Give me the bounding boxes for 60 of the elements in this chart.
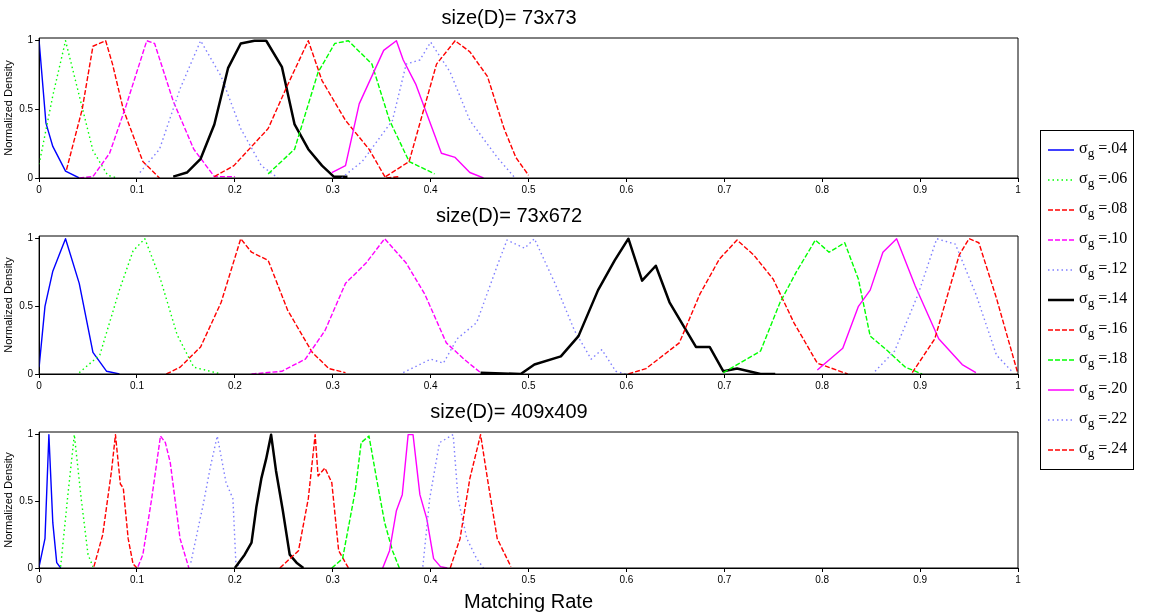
x-tick-label: 0.8: [815, 183, 830, 195]
x-tick-label: 0.5: [521, 379, 536, 391]
x-tick-label: 0.3: [325, 379, 341, 391]
x-tick-label: 0.9: [913, 183, 928, 195]
x-tick-label: 0.8: [815, 379, 830, 391]
x-tick-label: 0.4: [423, 379, 439, 391]
x-tick-label: 0.3: [325, 573, 341, 585]
chart-title: size(D)= 73x672: [435, 203, 583, 226]
y-tick-label: 1: [27, 428, 34, 440]
x-tick-label: 0.7: [717, 573, 732, 585]
y-tick-label: 0: [27, 367, 34, 379]
x-tick-label: 0.3: [325, 183, 341, 195]
legend-label: σ$_{g}$ =.04: [1079, 138, 1128, 162]
x-tick-label: 1: [1015, 573, 1022, 585]
x-tick-label: 0.6: [619, 573, 634, 585]
x-tick-label: 0.1: [130, 183, 145, 195]
x-tick-label: 0: [36, 379, 43, 391]
legend-label: σ$_{g}$ =.18: [1079, 348, 1128, 372]
x-tick-label: 0.9: [913, 573, 928, 585]
chart-title: size(D)= 73x73: [441, 5, 577, 28]
x-tick-label: 0.6: [619, 379, 634, 391]
legend-label: σ$_{g}$ =.16: [1079, 318, 1128, 342]
x-tick-label: 0.7: [717, 183, 732, 195]
y-tick-label: 0.5: [19, 495, 34, 507]
x-tick-label: 1: [1015, 379, 1022, 391]
legend-label: σ$_{g}$ =.14: [1079, 288, 1128, 312]
x-tick-label: 0.5: [521, 183, 536, 195]
y-axis-title: Normalized Density: [1, 256, 14, 353]
legend-label: σ$_{g}$ =.12: [1079, 258, 1128, 282]
x-tick-label: 0.9: [913, 379, 928, 391]
x-tick-label: 0.8: [815, 573, 830, 585]
x-tick-label: 0: [36, 183, 43, 195]
x-tick-label: 0.4: [423, 573, 439, 585]
legend-label: σ$_{g}$ =.08: [1079, 198, 1128, 222]
x-tick-label: 0.1: [130, 573, 145, 585]
x-tick-label: 0.2: [227, 183, 243, 195]
y-tick-label: 0: [27, 171, 34, 183]
legend-label: σ$_{g}$ =.06: [1079, 168, 1128, 192]
y-tick-label: 0.5: [19, 300, 34, 312]
x-tick-label: 0.5: [521, 573, 536, 585]
x-tick-label: 0.2: [227, 573, 243, 585]
x-tick-label: 0: [36, 573, 43, 585]
legend-label: σ$_{g}$ =.10: [1079, 228, 1128, 252]
y-axis-title: Normalized Density: [1, 59, 14, 156]
x-tick-label: 0.4: [423, 183, 439, 195]
y-tick-label: 1: [27, 34, 34, 46]
legend-label: σ$_{g}$ =.20: [1079, 378, 1128, 402]
legend-label: σ$_{g}$ =.22: [1079, 408, 1128, 432]
y-axis-title: Normalized Density: [1, 451, 14, 548]
x-tick-label: 0.1: [130, 379, 145, 391]
y-tick-label: 0.5: [19, 103, 34, 115]
x-axis-title: Matching Rate: [464, 589, 594, 612]
x-tick-label: 0.2: [227, 379, 243, 391]
y-tick-label: 0: [27, 561, 34, 573]
x-tick-label: 1: [1015, 183, 1022, 195]
x-tick-label: 0.6: [619, 183, 634, 195]
chart-title: size(D)= 409x409: [430, 399, 588, 422]
x-tick-label: 0.7: [717, 379, 732, 391]
legend-label: σ$_{g}$ =.24: [1079, 438, 1128, 462]
y-tick-label: 1: [27, 232, 34, 244]
